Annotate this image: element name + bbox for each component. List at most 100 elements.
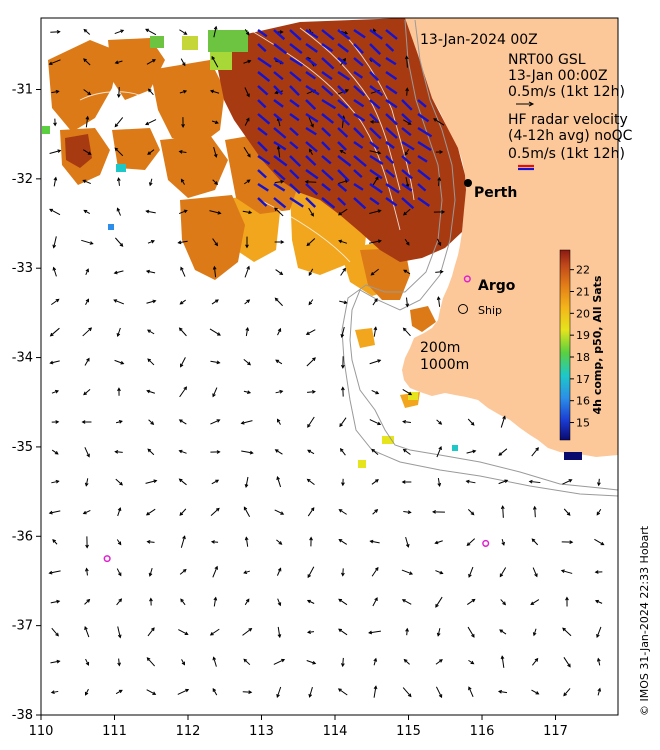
hf-vector [305,71,317,80]
hf-vector [289,141,299,150]
hf-vector [385,56,397,66]
model-vector [306,357,316,367]
hf-vector [257,43,267,53]
model-vector [468,686,474,698]
model-vector-head [56,29,61,34]
model-vector [597,688,601,696]
model-vector-head [408,391,413,396]
model-vector-head [532,505,537,510]
hf-vector [273,29,286,41]
model-vector-head [341,482,345,487]
model-vector-head [337,688,342,692]
ship-legend-label: Ship [478,304,502,317]
model-vector-head [120,361,125,365]
model-vector-head [216,360,221,365]
model-vector-head [243,658,248,663]
model-vector [370,540,380,544]
x-tick-label: 115 [396,724,421,739]
model-vector-head [403,658,408,663]
model-vector [243,146,251,158]
model-vector [83,509,91,515]
hf-vector [289,43,303,55]
hf-vector [369,141,380,150]
model-vector-head [501,541,505,546]
model-vector [211,299,219,305]
model-vector-head [85,661,90,666]
hf-vector [321,71,333,81]
model-vector-head [117,634,122,639]
hf-vector [289,29,302,41]
model-vector-head [502,601,507,606]
model-vector [276,568,282,576]
model-vector [243,358,251,366]
model-vector-head [209,89,214,94]
model-vector-head [52,266,57,271]
model-vector-head [247,59,252,64]
hf-vector [305,99,317,111]
hf-vector [337,70,351,81]
hf-vector [369,183,383,194]
model-vector-head [56,659,61,664]
model-vector [596,508,602,516]
colorbar-tick-label: 20 [576,307,590,320]
model-vector-head [377,209,382,213]
hf-vector [369,197,380,206]
model-vector-head [179,512,184,516]
model-vector-head [216,419,221,423]
model-vector [275,449,283,455]
model-vector-head [280,179,285,184]
model-vector [50,327,60,337]
model-vector-head [337,211,342,216]
model-vector [50,360,60,364]
model-vector-head [497,689,503,694]
model-vector-head [180,363,184,368]
model-vector [371,567,379,577]
nrt-title: NRT00 GSL [508,52,586,68]
model-vector [244,266,250,278]
model-vector-head [152,59,156,63]
model-vector [114,147,124,157]
model-vector-head [280,511,285,515]
model-vector-head [114,147,119,152]
model-vector [561,570,573,574]
model-vector-head [83,209,88,214]
model-vector [244,598,250,606]
hf-vector [321,57,335,70]
hf-vector [337,99,349,109]
model-vector [145,28,157,36]
model-vector [277,598,281,606]
model-vector [338,240,348,244]
model-vector-head [150,421,155,425]
model-vector-head [214,242,219,247]
model-vector [115,451,123,453]
model-vector [114,237,124,247]
model-vector [373,658,377,666]
model-vector [210,360,220,364]
model-vector-head [85,268,89,273]
colorbar-ticks: 15 16 17 18 19 20 21 22 [570,264,590,430]
model-vector [49,59,61,65]
y-tick-label: -31 [12,82,33,97]
hf-vector [305,141,318,153]
model-vector-head [84,691,89,696]
hf-vector [289,196,304,208]
plot-frame [40,17,619,716]
hf-vector [369,57,382,68]
model-vector [51,690,59,694]
model-vector [244,118,250,126]
model-vector [83,389,91,395]
model-vector-head [274,297,279,302]
model-vector-head [370,271,375,276]
model-vector-head [405,303,410,308]
model-vector [274,509,284,515]
model-vector [146,390,156,394]
argo-float [482,539,490,547]
model-vector-head [472,449,477,454]
model-vector [274,180,284,184]
colorbar-tick-label: 21 [576,285,590,298]
model-vector-head [119,243,124,247]
model-vector-head [432,510,436,514]
depth-1000-label: 1000m [420,357,469,373]
hf-vector [337,29,351,40]
model-vector [404,238,410,246]
